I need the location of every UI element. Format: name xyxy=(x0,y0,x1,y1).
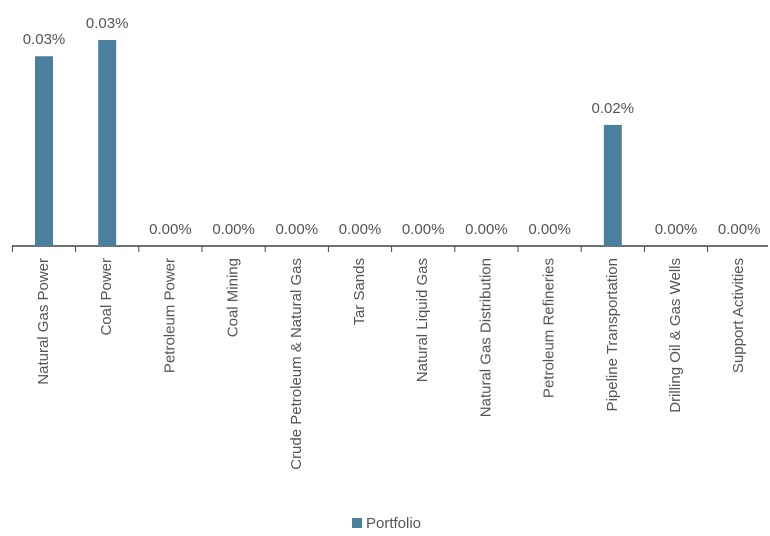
value-label: 0.00% xyxy=(528,221,571,238)
value-label: 0.00% xyxy=(655,221,698,238)
value-label: 0.02% xyxy=(592,100,635,117)
x-tick-label: Crude Petroleum & Natural Gas xyxy=(288,258,305,470)
x-tick-label: Support Activities xyxy=(730,258,747,373)
value-label: 0.03% xyxy=(23,31,66,48)
legend-label: Portfolio xyxy=(366,515,421,532)
bar xyxy=(98,40,117,246)
value-label: 0.00% xyxy=(149,221,192,238)
legend-swatch xyxy=(352,518,362,528)
value-label: 0.00% xyxy=(339,221,382,238)
x-tick-label: Natural Gas Distribution xyxy=(477,258,494,417)
x-tick-label: Coal Mining xyxy=(225,258,242,337)
x-tick-label: Petroleum Refineries xyxy=(541,258,558,398)
bar xyxy=(603,124,622,246)
value-label: 0.00% xyxy=(402,221,445,238)
x-tick-label: Natural Gas Power xyxy=(35,258,52,385)
value-label: 0.00% xyxy=(718,221,761,238)
x-tick-label: Pipeline Transportation xyxy=(604,258,621,411)
value-label: 0.03% xyxy=(86,15,129,32)
x-tick-label: Natural Liquid Gas xyxy=(414,258,431,382)
x-tick-label: Tar Sands xyxy=(351,258,368,326)
value-label: 0.00% xyxy=(276,221,319,238)
x-tick-label: Petroleum Power xyxy=(161,258,178,373)
bar xyxy=(35,56,53,247)
value-label: 0.00% xyxy=(465,221,508,238)
x-tick-label: Drilling Oil & Gas Wells xyxy=(667,258,684,413)
x-tick-label: Coal Power xyxy=(98,258,115,336)
value-label: 0.00% xyxy=(212,221,255,238)
